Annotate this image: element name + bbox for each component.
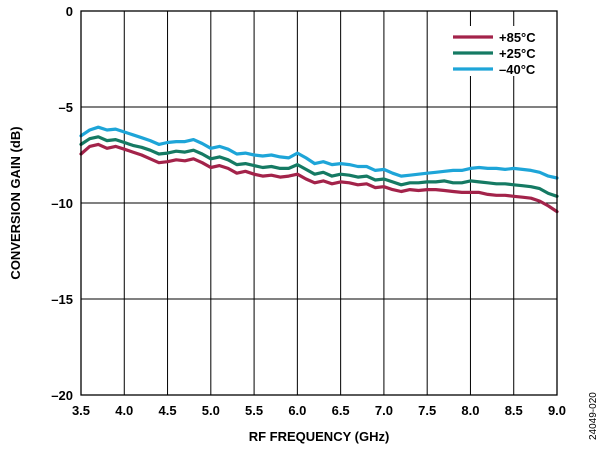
legend-label-85c: +85°C <box>499 30 536 45</box>
series-line-85c <box>79 142 559 214</box>
y-tick-label: –20 <box>51 388 73 403</box>
y-tick-label: –15 <box>51 292 73 307</box>
legend-label-minus40c: –40°C <box>499 62 536 77</box>
series-line-minus40c <box>79 125 559 180</box>
figure-id: 24049-020 <box>588 392 599 440</box>
y-tick-labels: 0 –5 –10 –15 –20 <box>51 4 73 403</box>
x-tick-labels: 3.5 4.0 4.5 5.0 5.5 6.0 6.5 7.0 7.5 8.0 8.5 9.0 <box>72 403 566 418</box>
x-tick-label: 9.0 <box>548 403 566 418</box>
x-tick-label: 7.0 <box>375 403 393 418</box>
x-tick-label: 5.0 <box>202 403 220 418</box>
y-tick-label: –10 <box>51 196 73 211</box>
x-tick-label: 7.5 <box>418 403 436 418</box>
plot-frame <box>80 10 558 396</box>
y-axis-label: CONVERSION GAIN (dB) <box>8 126 23 279</box>
x-tick-label: 5.5 <box>245 403 263 418</box>
x-tick-label: 4.5 <box>159 403 177 418</box>
grid <box>81 11 557 395</box>
x-tick-label: 4.0 <box>115 403 133 418</box>
x-tick-label: 6.5 <box>332 403 350 418</box>
x-tick-label: 8.5 <box>505 403 523 418</box>
x-tick-label: 3.5 <box>72 403 90 418</box>
legend: +85°C +25°C –40°C <box>445 26 555 77</box>
series-lines <box>79 125 559 214</box>
x-tick-label: 6.0 <box>288 403 306 418</box>
y-tick-label: –5 <box>59 100 73 115</box>
x-axis-label: RF FREQUENCY (GHz) <box>249 429 390 444</box>
legend-label-25c: +25°C <box>499 46 536 61</box>
x-tick-label: 8.0 <box>461 403 479 418</box>
series-line-25c <box>79 135 559 198</box>
y-tick-label: 0 <box>66 4 73 19</box>
